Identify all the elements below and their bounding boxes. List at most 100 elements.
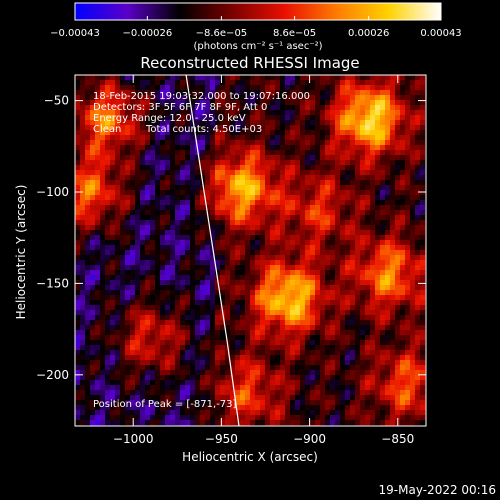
heatmap-cell <box>130 280 136 286</box>
heatmap-cell <box>95 360 101 366</box>
heatmap-cell <box>420 255 426 261</box>
heatmap-cell <box>95 310 101 316</box>
heatmap-cell <box>110 405 116 411</box>
heatmap-cell <box>125 290 131 296</box>
heatmap-cell <box>390 250 396 256</box>
heatmap-cell <box>380 220 386 226</box>
heatmap-cell <box>125 395 131 401</box>
heatmap-cell <box>390 155 396 161</box>
heatmap-cell <box>150 255 156 261</box>
heatmap-cell <box>195 370 201 376</box>
heatmap-cell <box>335 415 341 421</box>
heatmap-cell <box>415 255 421 261</box>
heatmap-cell <box>375 155 381 161</box>
heatmap-cell <box>350 110 356 116</box>
heatmap-cell <box>340 365 346 371</box>
heatmap-cell <box>230 95 236 101</box>
heatmap-cell <box>160 390 166 396</box>
heatmap-cell <box>115 340 121 346</box>
heatmap-cell <box>125 360 131 366</box>
heatmap-cell <box>285 295 291 301</box>
heatmap-cell <box>195 395 201 401</box>
heatmap-cell <box>150 290 156 296</box>
heatmap-cell <box>215 375 221 381</box>
heatmap-cell <box>270 110 276 116</box>
heatmap-cell <box>165 310 171 316</box>
heatmap-cell <box>215 160 221 166</box>
heatmap-cell <box>230 75 236 81</box>
heatmap-cell <box>185 130 191 136</box>
heatmap-cell <box>290 350 296 356</box>
heatmap-cell <box>270 260 276 266</box>
heatmap-cell <box>200 275 206 281</box>
heatmap-cell <box>130 180 136 186</box>
heatmap-cell <box>230 395 236 401</box>
heatmap-cell <box>235 345 241 351</box>
heatmap-cell <box>205 265 211 271</box>
heatmap-cell <box>385 205 391 211</box>
heatmap-cell <box>125 365 131 371</box>
heatmap-cell <box>225 420 231 426</box>
heatmap-cell <box>320 120 326 126</box>
heatmap-cell <box>300 90 306 96</box>
heatmap-cell <box>400 415 406 421</box>
heatmap-cell <box>320 360 326 366</box>
heatmap-cell <box>190 310 196 316</box>
heatmap-cell <box>185 285 191 291</box>
heatmap-cell <box>150 85 156 91</box>
heatmap-cell <box>125 110 131 116</box>
heatmap-cell <box>215 370 221 376</box>
heatmap-cell <box>300 405 306 411</box>
heatmap-cell <box>150 135 156 141</box>
heatmap-cell <box>75 360 81 366</box>
heatmap-cell <box>85 165 91 171</box>
heatmap-cell <box>360 305 366 311</box>
heatmap-cell <box>380 330 386 336</box>
heatmap-cell <box>315 405 321 411</box>
heatmap-cell <box>345 135 351 141</box>
heatmap-cell <box>100 200 106 206</box>
heatmap-cell <box>100 220 106 226</box>
heatmap-cell <box>280 420 286 426</box>
heatmap-cell <box>365 100 371 106</box>
heatmap-cell <box>210 205 216 211</box>
heatmap-cell <box>275 220 281 226</box>
heatmap-cell <box>185 275 191 281</box>
heatmap-cell <box>150 325 156 331</box>
heatmap-cell <box>180 180 186 186</box>
heatmap-cell <box>120 300 126 306</box>
heatmap-cell <box>360 180 366 186</box>
heatmap-cell <box>260 185 266 191</box>
heatmap-cell <box>190 100 196 106</box>
heatmap-cell <box>365 225 371 231</box>
heatmap-cell <box>125 320 131 326</box>
heatmap-cell <box>355 135 361 141</box>
heatmap-cell <box>350 420 356 426</box>
heatmap-cell <box>270 315 276 321</box>
heatmap-cell <box>165 265 171 271</box>
heatmap-cell <box>315 375 321 381</box>
heatmap-cell <box>330 125 336 131</box>
heatmap-cell <box>295 75 301 81</box>
heatmap-cell <box>80 220 86 226</box>
heatmap-cell <box>305 175 311 181</box>
heatmap-cell <box>250 190 256 196</box>
heatmap-cell <box>390 265 396 271</box>
heatmap-cell <box>230 115 236 121</box>
heatmap-cell <box>335 125 341 131</box>
heatmap-cell <box>395 130 401 136</box>
heatmap-cell <box>215 285 221 291</box>
heatmap-cell <box>265 195 271 201</box>
heatmap-cell <box>255 135 261 141</box>
heatmap-cell <box>85 305 91 311</box>
heatmap-cell <box>215 310 221 316</box>
heatmap-cell <box>310 245 316 251</box>
heatmap-cell <box>290 75 296 81</box>
heatmap-cell <box>140 330 146 336</box>
heatmap-cell <box>280 255 286 261</box>
heatmap-cell <box>260 365 266 371</box>
heatmap-cell <box>120 270 126 276</box>
heatmap-cell <box>410 120 416 126</box>
heatmap-cell <box>250 80 256 86</box>
heatmap-cell <box>345 140 351 146</box>
